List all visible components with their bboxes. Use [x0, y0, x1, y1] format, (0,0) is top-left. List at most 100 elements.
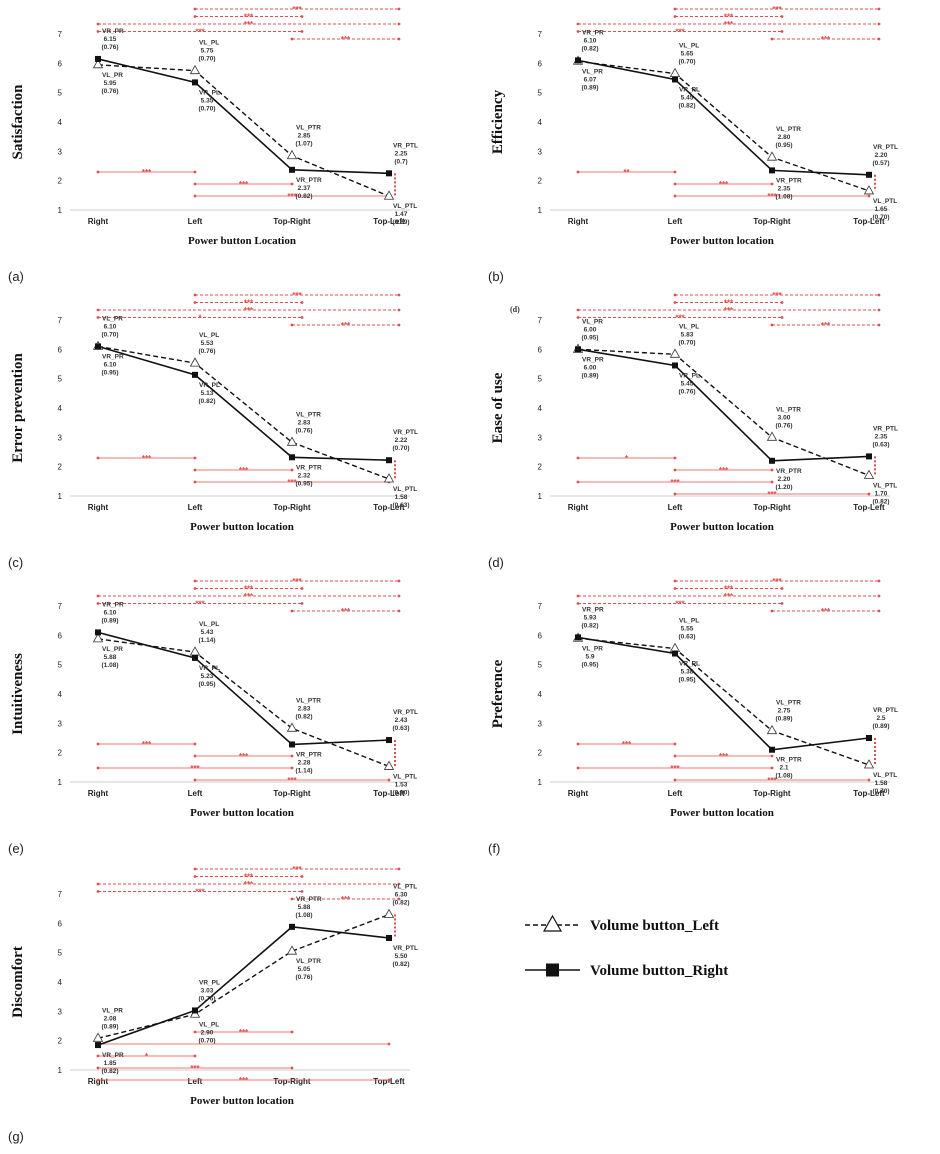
- series-right-point: [769, 746, 775, 753]
- sig-end-dot: [397, 882, 401, 886]
- panel-label: (g): [8, 1129, 24, 1144]
- chart-svg: Ease of use 1 2 3 4 5 6 7 Right Left Top-Right Top-…: [490, 291, 898, 533]
- x-tick-label: Top-Right: [753, 217, 791, 226]
- sig-star-label: ***: [142, 168, 152, 177]
- point-tag-label: VR_PR: [582, 606, 604, 613]
- sig-star-label: ***: [772, 577, 782, 586]
- y-tick-label: 1: [538, 206, 543, 215]
- x-tick-label: Left: [188, 1077, 203, 1086]
- sig-star-label: ***: [724, 585, 734, 594]
- point-sd-label: (0.57): [873, 160, 890, 167]
- sig-end-dot: [673, 194, 677, 198]
- x-tick-label: Top-Left: [373, 217, 405, 226]
- series-left-point: [766, 151, 778, 161]
- point-value-label: 2.20: [778, 476, 791, 483]
- point-value-label: 1.53: [395, 781, 408, 788]
- point-tag-label: VR_PR: [102, 1052, 124, 1059]
- series-left-point: [669, 348, 681, 358]
- sig-star-label: ***: [724, 306, 734, 315]
- sig-end-dot: [877, 323, 881, 327]
- sig-star-label: ***: [239, 180, 249, 189]
- sig-star-label: ***: [142, 454, 152, 463]
- point-sd-label: (0.82): [296, 193, 313, 200]
- sig-end-dot: [576, 766, 580, 770]
- sig-star-label: ***: [190, 1064, 200, 1073]
- series-right-point: [289, 454, 295, 461]
- point-value-label: 1.70: [875, 490, 888, 497]
- sig-end-dot: [673, 587, 677, 590]
- sig-end-dot: [770, 480, 774, 484]
- point-value-label: 3.03: [201, 987, 214, 994]
- sig-end-dot: [300, 587, 304, 590]
- sig-end-dot: [290, 754, 294, 758]
- sig-end-dot: [780, 15, 784, 18]
- point-sd-label: (0.89): [102, 1023, 119, 1030]
- series-left-point: [92, 1032, 104, 1042]
- x-tick-label: Top-Left: [853, 789, 885, 798]
- series-right-point: [386, 170, 392, 177]
- point-tag-label: VL_PTR: [296, 411, 321, 418]
- sig-end-dot: [193, 778, 197, 782]
- point-sd-label: (0.82): [393, 961, 410, 968]
- sig-star-label: ***: [244, 592, 254, 601]
- series-left-point: [766, 431, 778, 441]
- point-sd-label: (1.08): [296, 912, 313, 919]
- point-tag-label: VL_PL: [199, 621, 219, 628]
- sig-end-dot: [193, 301, 197, 304]
- sig-star-label: ***: [287, 776, 297, 785]
- sig-star-label: ***: [244, 585, 254, 594]
- panel-label: (c): [8, 555, 24, 570]
- y-tick-label: 6: [58, 59, 63, 68]
- y-tick-label: 2: [58, 177, 63, 186]
- sig-end-dot: [877, 308, 881, 312]
- point-sd-label: (0.82): [102, 1068, 119, 1075]
- point-value-label: 2.1: [779, 765, 788, 772]
- point-tag-label: VL_PTL: [873, 482, 897, 489]
- point-tag-label: VR_PL: [679, 372, 700, 379]
- y-tick-label: 6: [538, 631, 543, 640]
- point-tag-label: VR_PTL: [393, 142, 418, 149]
- series-left-line: [577, 348, 870, 477]
- point-sd-label: (0.82): [582, 622, 599, 629]
- legend-left-label: Volume button_Left: [590, 918, 719, 934]
- point-tag-label: VL_PTL: [873, 198, 897, 205]
- point-sd-label: (0.82): [582, 45, 599, 52]
- x-axis-label: Power button location: [670, 235, 774, 247]
- sig-star-label: ***: [724, 299, 734, 308]
- x-tick-label: Left: [188, 217, 203, 226]
- x-tick-label: Top-Right: [273, 503, 311, 512]
- sig-end-dot: [673, 492, 677, 496]
- y-tick-label: 2: [538, 177, 543, 186]
- y-tick-label: 6: [58, 631, 63, 640]
- point-value-label: 5.75: [201, 48, 214, 55]
- sig-end-dot: [96, 742, 100, 746]
- sig-star-label: ***: [719, 180, 729, 189]
- series-left-point: [863, 469, 875, 479]
- series-right-point: [289, 741, 295, 748]
- sig-end-dot: [96, 594, 100, 598]
- y-axis-label: Efficiency: [490, 89, 506, 154]
- point-value-label: 6.00: [584, 364, 597, 371]
- x-tick-label: Left: [188, 789, 203, 798]
- sig-star-label: ***: [292, 291, 302, 300]
- point-tag-label: VL_PTR: [776, 126, 801, 133]
- x-axis-label: Power button location: [190, 1095, 294, 1107]
- point-tag-label: VR_PL: [199, 89, 220, 96]
- point-tag-label: VL_PTR: [296, 697, 321, 704]
- series-right-line: [97, 58, 390, 175]
- y-tick-label: 2: [538, 749, 543, 758]
- chart-panel-c: Error prevention 1 2 3 4 5 6 7 Right Left Top-Righ…: [0, 286, 450, 572]
- x-tick-label: Right: [88, 789, 109, 798]
- sig-star-label: ***: [287, 478, 297, 487]
- point-value-label: 5.50: [395, 953, 408, 960]
- sig-end-dot: [290, 182, 294, 186]
- sig-end-dot: [673, 15, 677, 18]
- sig-end-dot: [397, 7, 401, 11]
- point-sd-label: (0.63): [393, 502, 410, 509]
- point-tag-label: VR_PTR: [776, 757, 802, 764]
- sig-end-dot: [780, 30, 784, 33]
- sig-end-dot: [193, 7, 197, 11]
- point-sd-label: (1.20): [776, 484, 793, 491]
- sig-star-label: ***: [292, 865, 302, 874]
- point-sd-label: (0.63): [393, 725, 410, 732]
